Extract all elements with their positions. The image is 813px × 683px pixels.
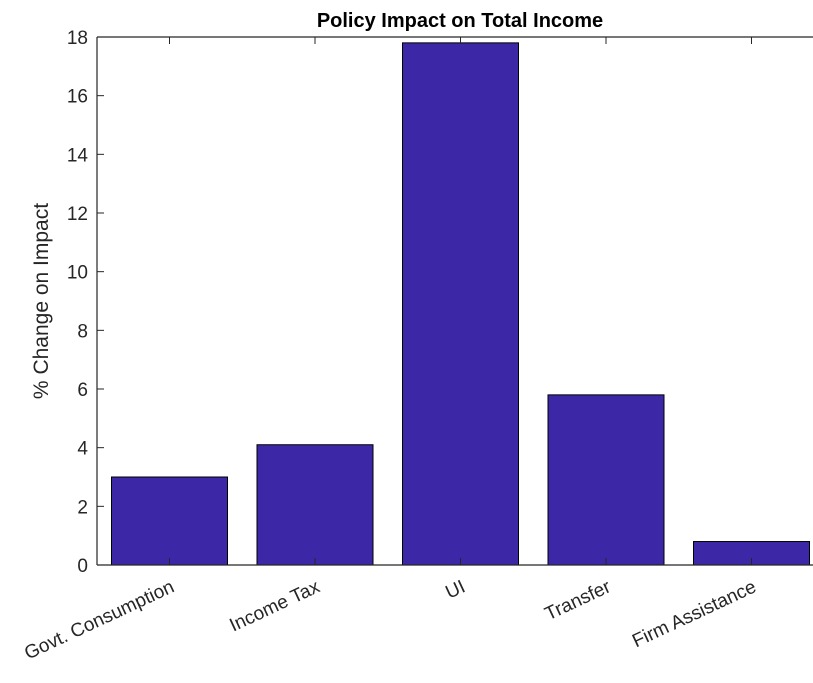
y-tick-label: 4 <box>77 439 88 460</box>
bar-transfer <box>547 394 665 566</box>
ticks-group: Govt. Consumption Income Tax UI Transfer Fir… <box>21 28 759 664</box>
chart-title: Policy Impact on Total Income <box>317 10 603 32</box>
bar-govt-consumption <box>111 476 228 566</box>
y-tick-label: 6 <box>77 380 88 401</box>
x-tick-label: Firm Assistance <box>629 576 759 652</box>
bar-ui <box>402 42 519 566</box>
bar-income-tax <box>256 444 374 566</box>
x-tick-label: UI <box>443 576 469 603</box>
y-tick-label: 10 <box>67 263 88 284</box>
y-tick-label: 8 <box>77 321 88 342</box>
x-tick-label: Income Tax <box>226 576 323 636</box>
y-tick-label: 18 <box>67 28 88 49</box>
x-tick-label: Govt. Consumption <box>21 576 177 664</box>
bars-group <box>111 42 810 566</box>
y-axis-label: % Change on Impact <box>30 203 53 399</box>
x-tick-label: Transfer <box>542 576 615 625</box>
y-tick-label: 2 <box>77 497 88 518</box>
y-tick-label: 16 <box>67 87 88 108</box>
y-tick-label: 14 <box>67 145 89 166</box>
y-tick-label: 12 <box>67 204 88 225</box>
y-tick-label: 0 <box>77 556 88 577</box>
axes-group <box>96 36 813 566</box>
